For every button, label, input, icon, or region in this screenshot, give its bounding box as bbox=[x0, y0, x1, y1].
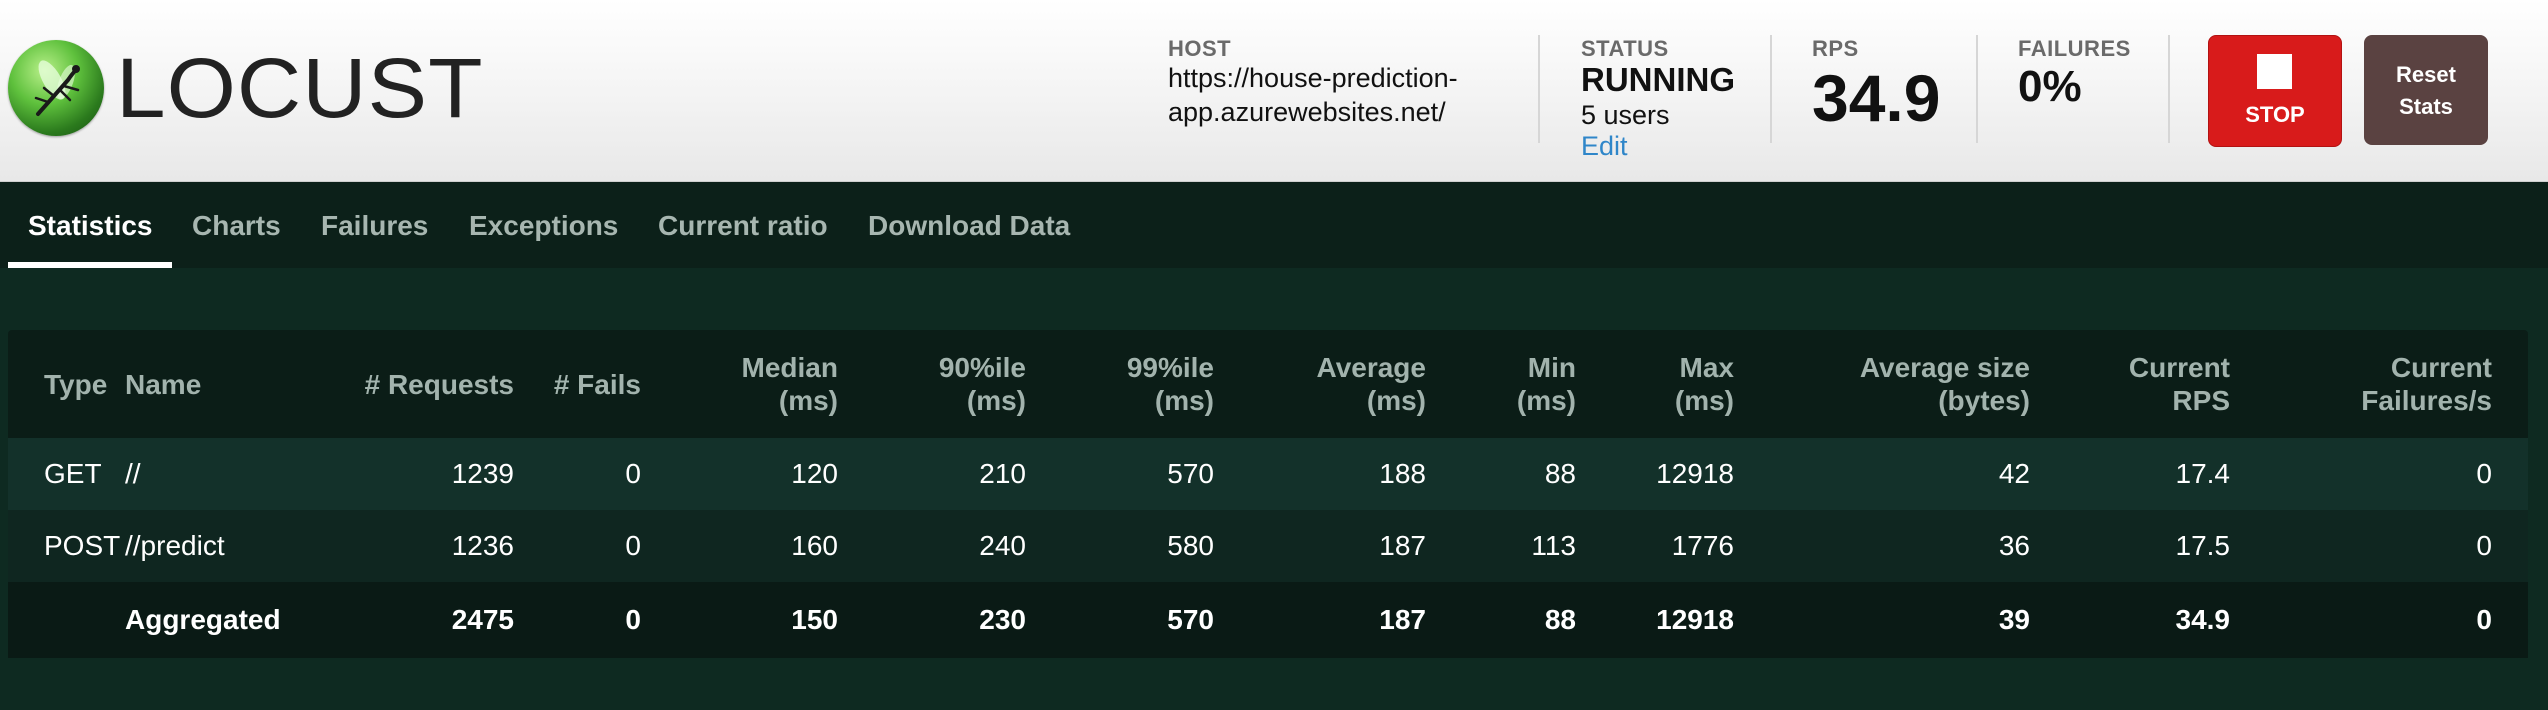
column-header[interactable]: Type bbox=[44, 368, 108, 400]
aggregated-row: Aggregated 2475 0 150 230 570 187 88 129… bbox=[8, 582, 2528, 658]
table-row: GET // 1239 0 120 210 570 188 88 12918 4… bbox=[8, 438, 2528, 510]
cell-avg-size: 42 bbox=[1734, 438, 2030, 510]
cell-p90: 210 bbox=[838, 438, 1026, 510]
reset-stats-button[interactable]: Reset Stats bbox=[2364, 35, 2488, 145]
stop-button-label: STOP bbox=[2245, 102, 2305, 127]
cell-current-rps: 17.4 bbox=[2030, 438, 2230, 510]
cell-p99: 570 bbox=[1026, 582, 1214, 658]
reset-stats-label-line1: Reset bbox=[2396, 62, 2456, 87]
cell-requests: 1239 bbox=[324, 438, 514, 510]
host-value: https://house-prediction-app.azurewebsit… bbox=[1168, 63, 1458, 127]
cell-p99: 580 bbox=[1026, 510, 1214, 582]
stop-icon bbox=[2257, 54, 2292, 89]
app-brand-title: LOCUST bbox=[116, 41, 484, 135]
cell-type bbox=[8, 582, 125, 658]
rps-value: 34.9 bbox=[1812, 61, 1941, 135]
cell-name: // bbox=[125, 438, 324, 510]
cell-current-failures: 0 bbox=[2230, 582, 2528, 658]
cell-fails: 0 bbox=[514, 510, 641, 582]
cell-p90: 240 bbox=[838, 510, 1026, 582]
stop-button[interactable]: STOP bbox=[2208, 35, 2342, 147]
column-header[interactable]: Current RPS bbox=[2128, 352, 2230, 416]
tab-exceptions[interactable]: Exceptions bbox=[469, 210, 619, 241]
cell-min: 88 bbox=[1426, 582, 1576, 658]
cell-current-failures: 0 bbox=[2230, 438, 2528, 510]
reset-stats-label: Reset Stats bbox=[2364, 59, 2488, 123]
column-header[interactable]: # Requests bbox=[364, 368, 514, 400]
cell-max: 12918 bbox=[1576, 582, 1734, 658]
statistics-table: Type Name # Requests # Fails Median (ms) … bbox=[8, 330, 2528, 658]
cell-name: Aggregated bbox=[125, 582, 324, 658]
active-tab-indicator bbox=[8, 262, 172, 268]
user-count: 5 users bbox=[1581, 100, 1670, 130]
column-header[interactable]: Min (ms) bbox=[1516, 352, 1576, 416]
column-header[interactable]: Average (ms) bbox=[1316, 352, 1426, 416]
tab-bar: Statistics Charts Failures Exceptions Cu… bbox=[0, 182, 2548, 268]
reset-stats-label-line2: Stats bbox=[2399, 94, 2453, 119]
cell-median: 160 bbox=[641, 510, 838, 582]
tab-statistics[interactable]: Statistics bbox=[28, 210, 153, 241]
status-label: STATUS bbox=[1581, 36, 1669, 61]
column-header[interactable]: Median (ms) bbox=[741, 352, 838, 416]
column-header[interactable]: Average size (bytes) bbox=[1859, 352, 2030, 416]
tab-charts[interactable]: Charts bbox=[192, 210, 281, 241]
cell-max: 1776 bbox=[1576, 510, 1734, 582]
header-divider bbox=[2168, 35, 2170, 143]
cell-current-failures: 0 bbox=[2230, 510, 2528, 582]
header-divider bbox=[1538, 35, 1540, 143]
cell-requests: 1236 bbox=[324, 510, 514, 582]
cell-avg-size: 36 bbox=[1734, 510, 2030, 582]
column-header[interactable]: Current Failures/s bbox=[2361, 352, 2492, 416]
header-divider bbox=[1770, 35, 1772, 143]
cell-current-rps: 34.9 bbox=[2030, 582, 2230, 658]
table-row: POST //predict 1236 0 160 240 580 187 11… bbox=[8, 510, 2528, 582]
tab-current-ratio[interactable]: Current ratio bbox=[658, 210, 828, 241]
tab-download-data[interactable]: Download Data bbox=[868, 210, 1071, 241]
rps-label: RPS bbox=[1812, 36, 1859, 61]
table-header-row: Type Name # Requests # Fails Median (ms) … bbox=[8, 330, 2528, 438]
column-header[interactable]: Name bbox=[125, 368, 202, 400]
status-value: RUNNING bbox=[1581, 61, 1735, 98]
failures-value: 0% bbox=[2018, 62, 2082, 111]
statistics-panel: Type Name # Requests # Fails Median (ms) … bbox=[8, 330, 2528, 658]
cell-avg-size: 39 bbox=[1734, 582, 2030, 658]
cell-average: 188 bbox=[1214, 438, 1426, 510]
cell-max: 12918 bbox=[1576, 438, 1734, 510]
cell-p99: 570 bbox=[1026, 438, 1214, 510]
cell-median: 120 bbox=[641, 438, 838, 510]
edit-users-link[interactable]: Edit bbox=[1581, 131, 1628, 161]
column-header[interactable]: Max (ms) bbox=[1674, 352, 1734, 416]
failures-label: FAILURES bbox=[2018, 36, 2131, 61]
host-label: HOST bbox=[1168, 36, 1232, 61]
top-header: LOCUST HOST https://house-prediction-app… bbox=[0, 0, 2548, 182]
column-header[interactable]: 99%ile (ms) bbox=[1126, 352, 1214, 416]
cell-current-rps: 17.5 bbox=[2030, 510, 2230, 582]
locust-logo-icon bbox=[8, 40, 104, 136]
cell-p90: 230 bbox=[838, 582, 1026, 658]
cell-min: 88 bbox=[1426, 438, 1576, 510]
column-header[interactable]: 90%ile (ms) bbox=[938, 352, 1026, 416]
header-divider bbox=[1976, 35, 1978, 143]
tab-failures[interactable]: Failures bbox=[321, 210, 429, 241]
cell-average: 187 bbox=[1214, 510, 1426, 582]
cell-type: GET bbox=[8, 438, 125, 510]
cell-fails: 0 bbox=[514, 438, 641, 510]
cell-min: 113 bbox=[1426, 510, 1576, 582]
column-header[interactable]: # Fails bbox=[553, 368, 641, 400]
cell-fails: 0 bbox=[514, 582, 641, 658]
cell-average: 187 bbox=[1214, 582, 1426, 658]
cell-requests: 2475 bbox=[324, 582, 514, 658]
cell-type: POST bbox=[8, 510, 125, 582]
cell-median: 150 bbox=[641, 582, 838, 658]
cell-name: //predict bbox=[125, 510, 324, 582]
